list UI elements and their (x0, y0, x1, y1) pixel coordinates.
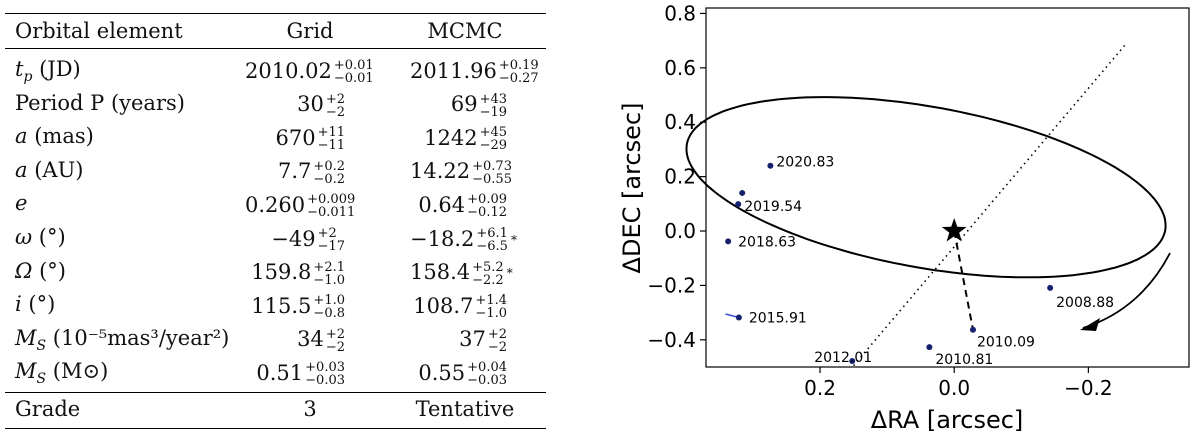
epoch-point (735, 201, 742, 208)
mcmc-value: 0.64 +0.09 −0.12 (418, 192, 507, 221)
grid-value: 0.51 +0.03 −0.03 (256, 360, 345, 389)
epoch-label: 2008.88 (1056, 295, 1114, 311)
mcmc-value: −18.2 +6.1 −6.5 * (410, 226, 517, 254)
host-star-marker (941, 218, 967, 242)
orbital-elements-table: Orbital element Grid MCMC tp (JD) 2010.02… (0, 0, 555, 437)
grid-value: 670 +11 −11 (275, 125, 345, 154)
epoch-point (739, 189, 746, 196)
y-tick-label: 0.4 (664, 110, 696, 134)
epoch-point (849, 358, 856, 365)
epoch-label: 2010.09 (977, 335, 1035, 351)
mcmc-value: 158.4 +5.2 −2.2 * (410, 259, 513, 288)
orbit-ellipse (685, 96, 1167, 279)
grade-label: Grade (15, 397, 81, 421)
y-tick-label: 0.8 (664, 1, 696, 25)
y-tick-label: −0.2 (647, 273, 696, 297)
bottom-rule (5, 428, 546, 429)
row-label: a (AU) (15, 157, 84, 182)
header-grid: Grid (286, 19, 334, 43)
grid-value: 159.8 +2.1 −1.0 (251, 259, 345, 288)
epoch-label: 2010.81 (935, 352, 993, 368)
orbit-plot: 0.2 0.0 −0.2 −0.4 −0.2 0.0 0.2 0.4 0.6 0.8 2008.88… (618, 1, 1190, 434)
epoch-label: 2012.01 (814, 350, 872, 366)
row-label: ω (°) (15, 225, 66, 249)
y-tick-label: 0.6 (664, 56, 696, 80)
epoch-label: 2019.54 (744, 199, 802, 215)
grid-value: 30 +2 −2 (297, 91, 345, 120)
epoch-label: 2018.63 (738, 234, 796, 250)
epoch-label: 2020.83 (776, 155, 834, 171)
x-axis-label: ΔRA [arcsec] (871, 406, 1024, 434)
row-label: a (mas) (15, 124, 94, 149)
row-label: Period P (years) (15, 90, 185, 115)
y-tick-label: −0.4 (647, 328, 696, 352)
top-rule (5, 13, 546, 14)
x-tick-label: 0.2 (804, 376, 836, 400)
grid-value: 7.7 +0.2 −0.2 (278, 158, 345, 187)
grid-value: 34 +2 −2 (297, 326, 345, 355)
x-tick-label: 0.0 (938, 376, 970, 400)
row-label: Ω (°) (15, 258, 66, 283)
row-label: e (15, 191, 28, 216)
y-tick-label: 0.2 (664, 165, 696, 189)
mcmc-value: 14.22 +0.73 −0.55 (410, 158, 512, 187)
y-tick-label: 0.0 (664, 219, 696, 243)
row-label: i (°) (15, 292, 56, 317)
plot-frame (705, 7, 1190, 368)
mcmc-value: 108.7 +1.4 −1.0 (413, 293, 507, 322)
epoch-point (1047, 284, 1054, 291)
grid-value: 2010.02 +0.01 −0.01 (245, 58, 374, 86)
direction-arrowhead (1080, 318, 1100, 331)
row-label: MS (M⊙) (15, 359, 109, 388)
header-element: Orbital element (15, 19, 183, 43)
grid-value: −49 +2 −17 (271, 226, 345, 254)
epoch-label: 2015.91 (749, 311, 807, 327)
header-rule (5, 48, 546, 49)
row-label: tp (JD) (15, 57, 81, 85)
grid-value: 115.5 +1.0 −0.8 (251, 293, 345, 322)
periastron-line (953, 230, 974, 330)
y-axis-label: ΔDEC [arcsec] (618, 103, 646, 274)
mcmc-value: 1242 +45 −29 (424, 125, 507, 154)
epoch-point (926, 344, 933, 351)
mcmc-value: 0.55 +0.04 −0.03 (418, 360, 507, 389)
header-mcmc: MCMC (427, 19, 503, 43)
grid-value: 0.260 +0.009 −0.011 (245, 192, 356, 221)
mcmc-value: 2011.96 +0.19 −0.27 (410, 58, 539, 86)
row-label: MS (10⁻⁵mas³/year²) (15, 325, 230, 354)
epoch-point (969, 326, 976, 333)
x-tick-label: −0.2 (1064, 376, 1113, 400)
epoch-point (725, 238, 732, 245)
grade-grid: 3 (303, 397, 317, 421)
mcmc-value: 37 +2 −2 (459, 326, 507, 355)
line-of-nodes (852, 44, 1126, 367)
epoch-point (735, 314, 742, 321)
mcmc-value: 69 +43 −19 (450, 91, 507, 120)
grade-rule (5, 392, 546, 393)
epoch-point (767, 162, 774, 169)
grade-mcmc: Tentative (415, 397, 515, 421)
